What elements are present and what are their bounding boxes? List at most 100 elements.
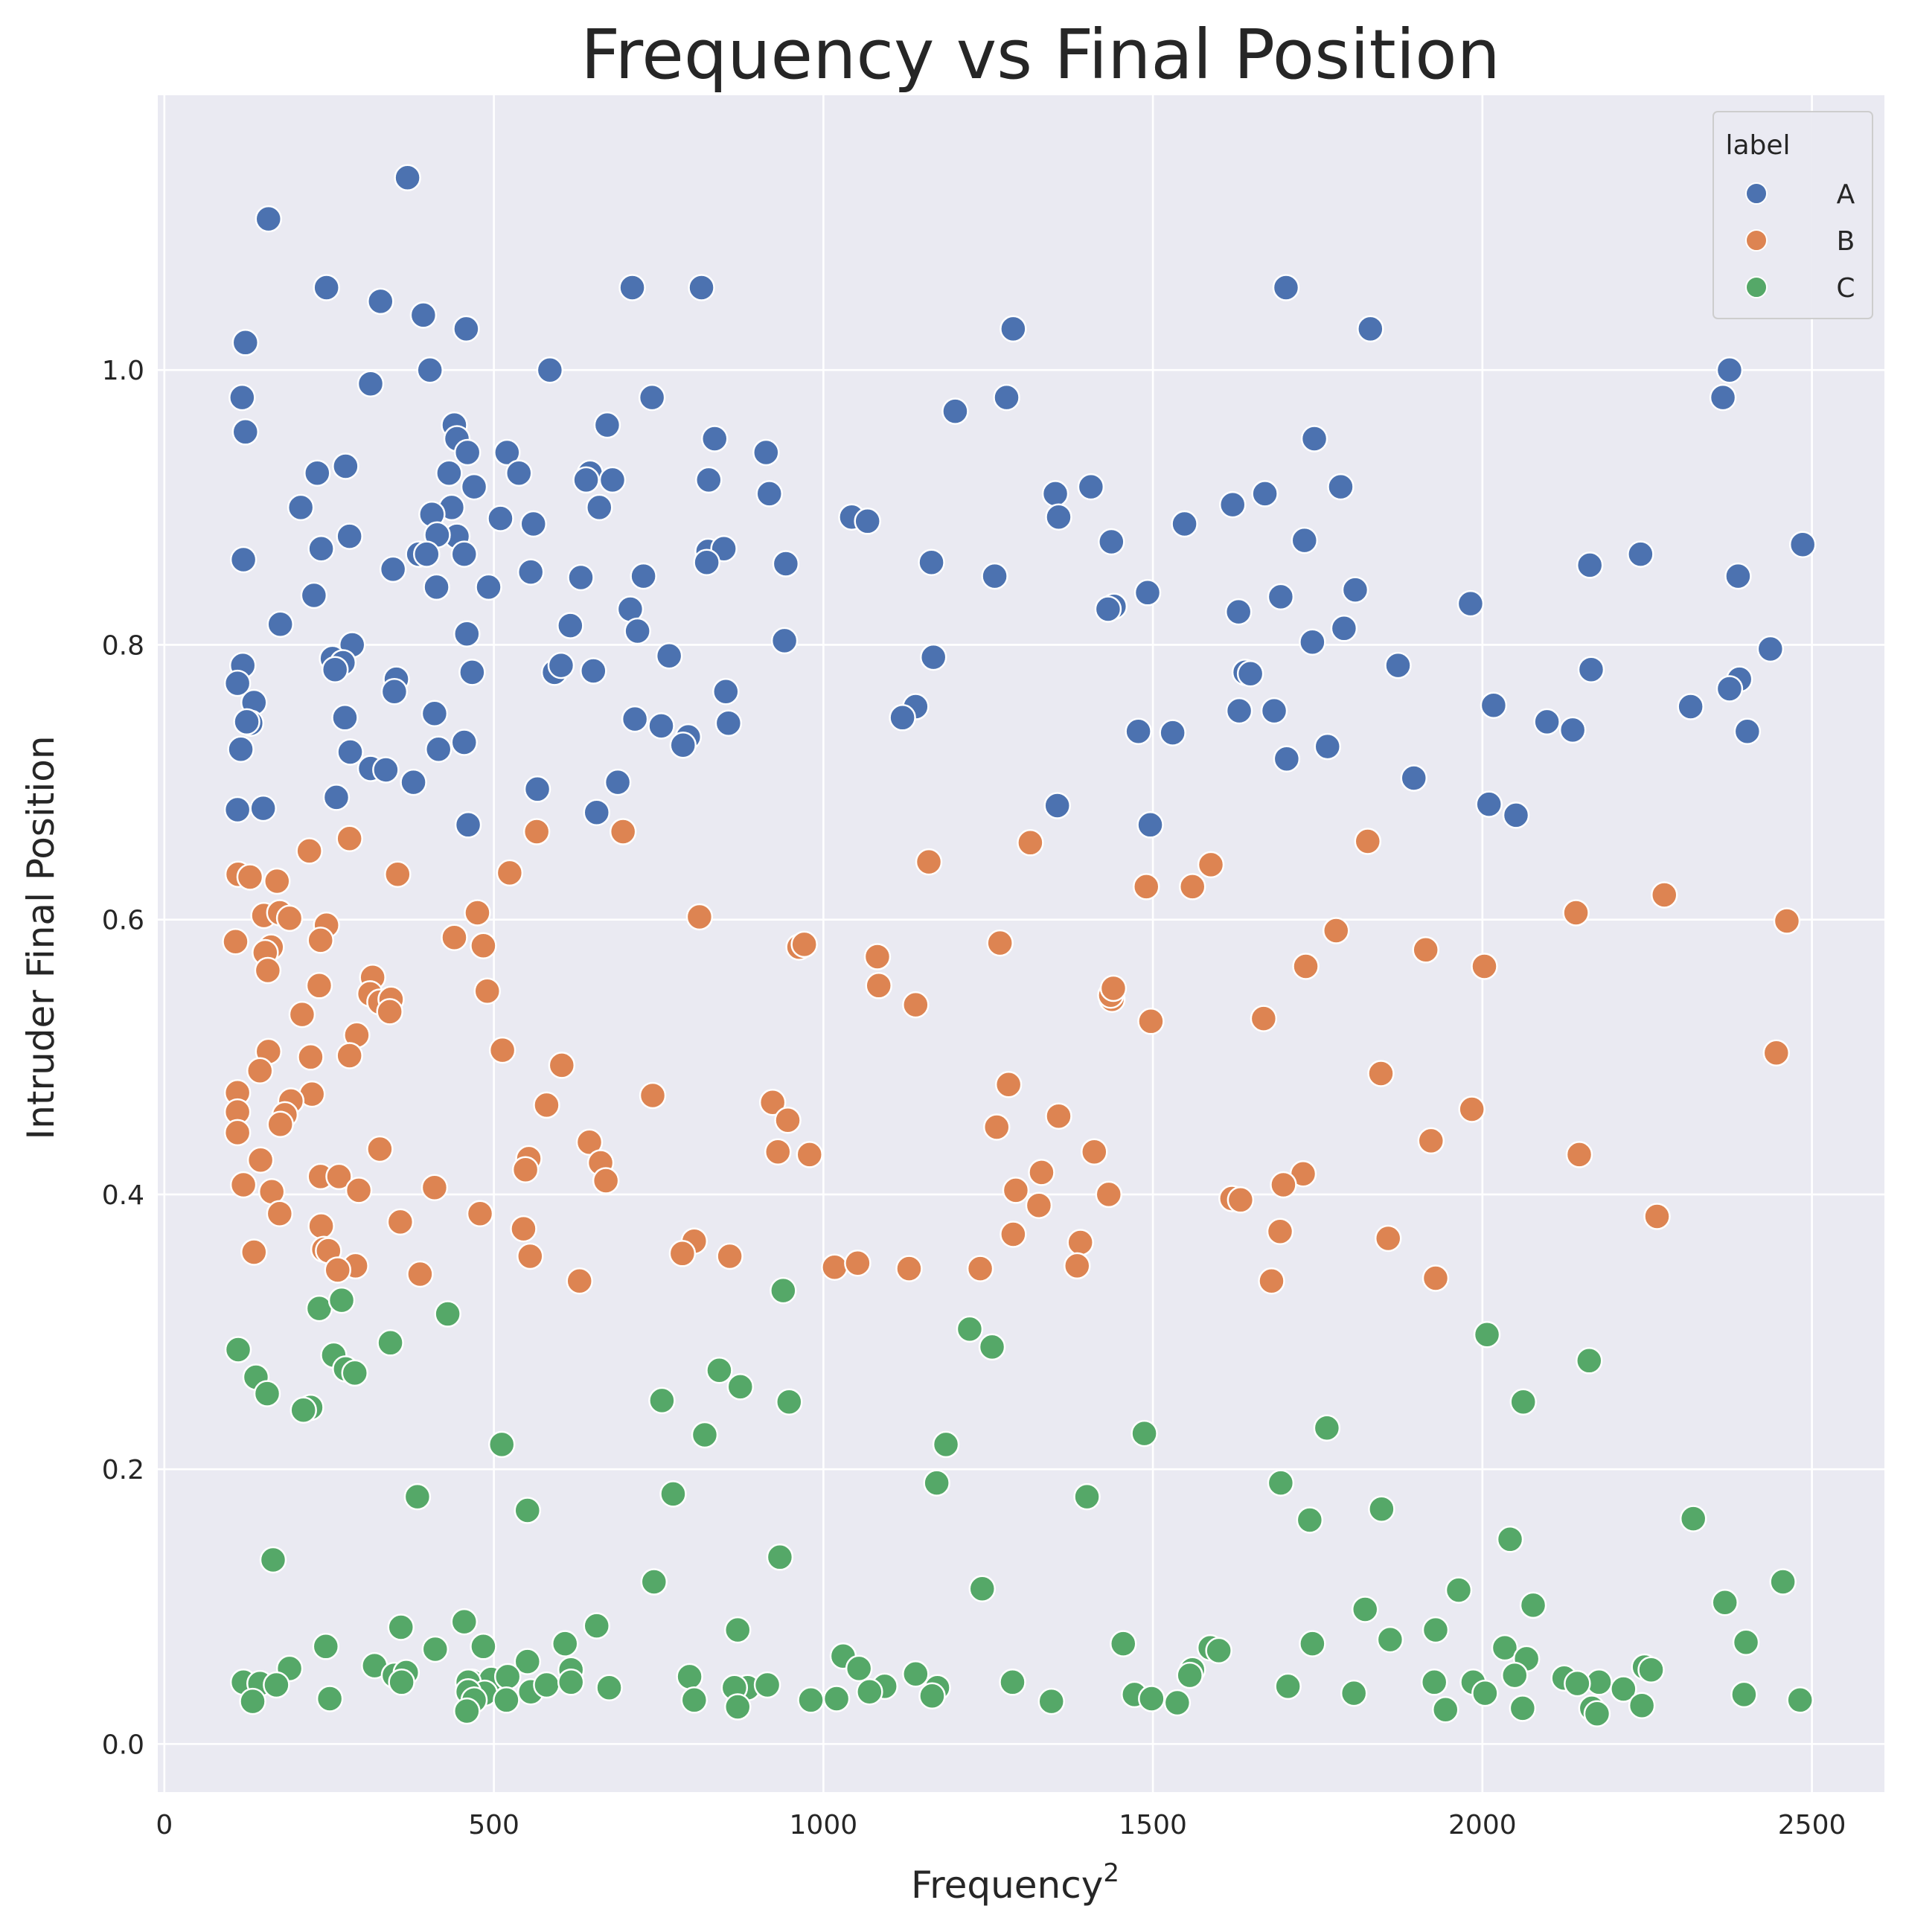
data-point: [1564, 1669, 1591, 1698]
data-point: [514, 1648, 542, 1675]
data-point: [1028, 1159, 1055, 1186]
x-tick-label: 0: [156, 1810, 173, 1840]
data-point: [688, 274, 715, 301]
data-point: [714, 709, 743, 737]
x-tick-label: 1000: [790, 1810, 858, 1840]
data-point: [1081, 1138, 1108, 1165]
data-point: [1327, 473, 1355, 501]
data-point: [604, 768, 632, 796]
data-point: [1519, 1591, 1547, 1619]
data-point: [307, 534, 335, 563]
data-point: [1376, 1625, 1404, 1654]
series-A: [223, 164, 1817, 839]
data-point: [227, 735, 255, 764]
legend-marker-B: [1745, 229, 1768, 252]
data-point: [668, 1240, 697, 1267]
data-point: [1002, 1177, 1030, 1204]
data-point: [1730, 1680, 1758, 1709]
legend-box: [1712, 111, 1873, 319]
data-point: [1576, 1347, 1603, 1375]
data-point: [1064, 1252, 1091, 1280]
data-point: [460, 473, 488, 501]
data-point: [510, 1215, 537, 1243]
data-point: [473, 977, 501, 1005]
x-tick-label: 2500: [1778, 1810, 1846, 1840]
data-point: [453, 1697, 481, 1725]
data-point: [706, 1356, 733, 1384]
data-point: [1565, 1141, 1593, 1168]
data-point: [548, 1052, 576, 1079]
data-point: [889, 704, 916, 732]
data-point: [266, 1200, 294, 1228]
data-point: [700, 425, 729, 452]
data-point: [723, 1616, 752, 1644]
data-point: [1313, 1414, 1341, 1442]
data-point: [753, 1671, 781, 1699]
data-point: [822, 1685, 851, 1712]
data-point: [1762, 1039, 1791, 1067]
data-point: [770, 1276, 797, 1305]
data-point: [1000, 1221, 1027, 1248]
data-point: [266, 1110, 294, 1139]
data-point: [1458, 1095, 1486, 1123]
data-point: [1788, 531, 1817, 558]
data-points: [222, 164, 1817, 1728]
data-point: [493, 1663, 522, 1691]
data-point: [434, 1300, 461, 1328]
data-point: [522, 818, 551, 845]
data-point: [1637, 1656, 1665, 1683]
data-point: [316, 1685, 344, 1712]
data-point: [372, 756, 400, 784]
data-point: [968, 1575, 997, 1603]
data-point: [376, 998, 403, 1026]
data-point: [1299, 628, 1326, 656]
data-point: [327, 1286, 356, 1314]
data-point: [1627, 540, 1654, 568]
data-point: [1417, 1127, 1445, 1155]
data-point: [321, 656, 349, 683]
data-point: [263, 1671, 290, 1699]
y-tick-label: 0.4: [102, 1180, 144, 1211]
data-point: [575, 1128, 604, 1157]
data-point: [557, 612, 584, 639]
data-point: [580, 657, 607, 685]
data-point: [325, 1162, 353, 1191]
x-tick-label: 2000: [1448, 1810, 1517, 1840]
data-point: [630, 562, 657, 590]
data-point: [669, 731, 697, 759]
data-point: [1715, 675, 1744, 703]
data-point: [1610, 1675, 1637, 1703]
data-point: [624, 617, 651, 645]
data-point: [366, 1135, 394, 1163]
data-point: [324, 1256, 351, 1284]
data-point: [790, 930, 818, 959]
data-point: [572, 466, 600, 494]
data-point: [1227, 1186, 1255, 1214]
data-point: [240, 1238, 268, 1266]
data-point: [236, 863, 264, 891]
data-point: [845, 1654, 873, 1683]
data-point: [453, 438, 482, 467]
data-point: [764, 1138, 792, 1165]
data-point: [726, 1373, 755, 1401]
data-point: [1045, 503, 1072, 531]
data-point: [488, 1036, 517, 1064]
data-point: [1502, 802, 1530, 829]
data-point: [288, 1000, 316, 1029]
data-point: [1677, 693, 1704, 720]
y-tick-label: 0.8: [102, 630, 144, 661]
data-point: [1110, 1630, 1137, 1657]
data-point: [1367, 1060, 1395, 1087]
data-point: [464, 899, 491, 927]
data-point: [1354, 828, 1382, 855]
legend-label-C: C: [1836, 273, 1855, 304]
data-point: [435, 459, 463, 487]
data-point: [224, 1336, 252, 1363]
data-point: [1773, 907, 1801, 935]
data-point: [567, 563, 595, 592]
data-point: [598, 466, 627, 494]
data-point: [1323, 917, 1350, 944]
data-point: [1509, 1388, 1537, 1416]
data-point: [1132, 873, 1160, 901]
